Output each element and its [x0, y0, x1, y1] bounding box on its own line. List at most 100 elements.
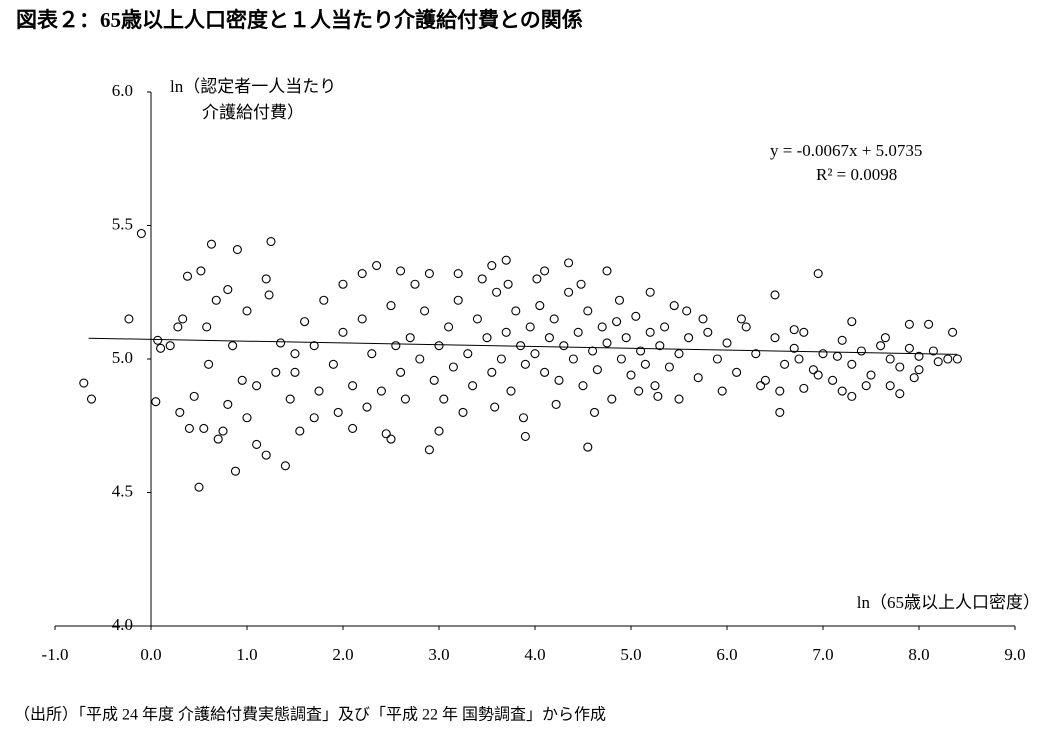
point	[424, 445, 434, 455]
point	[847, 391, 857, 401]
point	[576, 279, 586, 289]
point	[362, 402, 372, 412]
point	[453, 295, 463, 305]
point	[583, 306, 593, 316]
x-tick-label: 6.0	[716, 645, 737, 664]
trend-equation: y = -0.0067x + 5.0735	[770, 141, 922, 160]
point	[856, 346, 866, 356]
point	[780, 359, 790, 369]
point	[333, 407, 343, 417]
point	[904, 343, 914, 353]
point	[206, 239, 217, 249]
point	[895, 389, 905, 399]
point	[300, 317, 310, 327]
point	[182, 271, 193, 281]
point	[204, 359, 214, 369]
point	[583, 442, 593, 452]
x-tick-label: 5.0	[620, 645, 641, 664]
point	[698, 314, 708, 324]
point	[669, 301, 679, 311]
point	[386, 301, 396, 311]
point	[592, 365, 602, 375]
point	[463, 349, 473, 359]
point	[722, 338, 732, 348]
point	[693, 373, 703, 383]
point	[487, 367, 497, 377]
point	[535, 301, 545, 311]
point	[717, 386, 727, 396]
point	[751, 349, 761, 359]
point	[86, 394, 97, 404]
point	[223, 285, 233, 295]
point	[218, 426, 228, 436]
point	[295, 426, 305, 436]
point	[578, 381, 588, 391]
point	[933, 357, 943, 367]
x-tick-label: 3.0	[428, 645, 449, 664]
point	[573, 327, 583, 337]
point	[199, 423, 209, 433]
point	[770, 333, 780, 343]
y-axis-label: 介護給付費）	[202, 103, 304, 122]
point	[396, 266, 406, 276]
point	[684, 333, 694, 343]
point	[928, 346, 938, 356]
point	[943, 354, 953, 364]
point	[477, 274, 487, 284]
point	[813, 269, 823, 279]
point	[314, 386, 324, 396]
point	[338, 279, 348, 289]
point	[799, 327, 809, 337]
point	[501, 327, 511, 337]
point	[511, 306, 521, 316]
point	[490, 402, 500, 412]
point	[348, 423, 358, 433]
point	[79, 378, 89, 388]
point	[674, 394, 684, 404]
point	[458, 407, 468, 417]
point	[924, 319, 934, 329]
point	[588, 346, 598, 356]
point	[151, 397, 161, 407]
point	[280, 461, 290, 471]
point	[952, 354, 962, 364]
point	[434, 341, 444, 351]
x-tick-label: 9.0	[1004, 645, 1025, 664]
point	[165, 341, 175, 351]
x-tick-label: 0.0	[140, 645, 161, 664]
point	[876, 341, 886, 351]
point	[614, 295, 625, 305]
point	[813, 370, 823, 380]
point	[589, 407, 600, 417]
point	[453, 269, 463, 279]
point	[645, 287, 655, 297]
point	[501, 255, 511, 265]
point	[405, 333, 415, 343]
point	[242, 413, 252, 423]
point	[682, 306, 692, 316]
point	[424, 269, 434, 279]
point	[664, 362, 674, 372]
point	[357, 314, 367, 324]
point	[520, 359, 530, 369]
point	[232, 244, 242, 255]
point	[276, 338, 286, 348]
point	[189, 391, 199, 401]
point	[290, 367, 300, 377]
point	[832, 351, 842, 361]
point	[828, 375, 838, 385]
point	[564, 287, 574, 297]
point	[429, 375, 439, 385]
point	[156, 343, 166, 353]
point	[372, 260, 382, 271]
point	[904, 319, 914, 329]
point	[532, 274, 542, 284]
x-tick-label: 4.0	[524, 645, 545, 664]
point	[703, 327, 713, 337]
point	[124, 314, 134, 324]
point	[568, 354, 578, 364]
point	[794, 354, 804, 364]
point	[540, 266, 550, 276]
point	[468, 381, 478, 391]
y-tick-label: 4.0	[112, 615, 133, 634]
